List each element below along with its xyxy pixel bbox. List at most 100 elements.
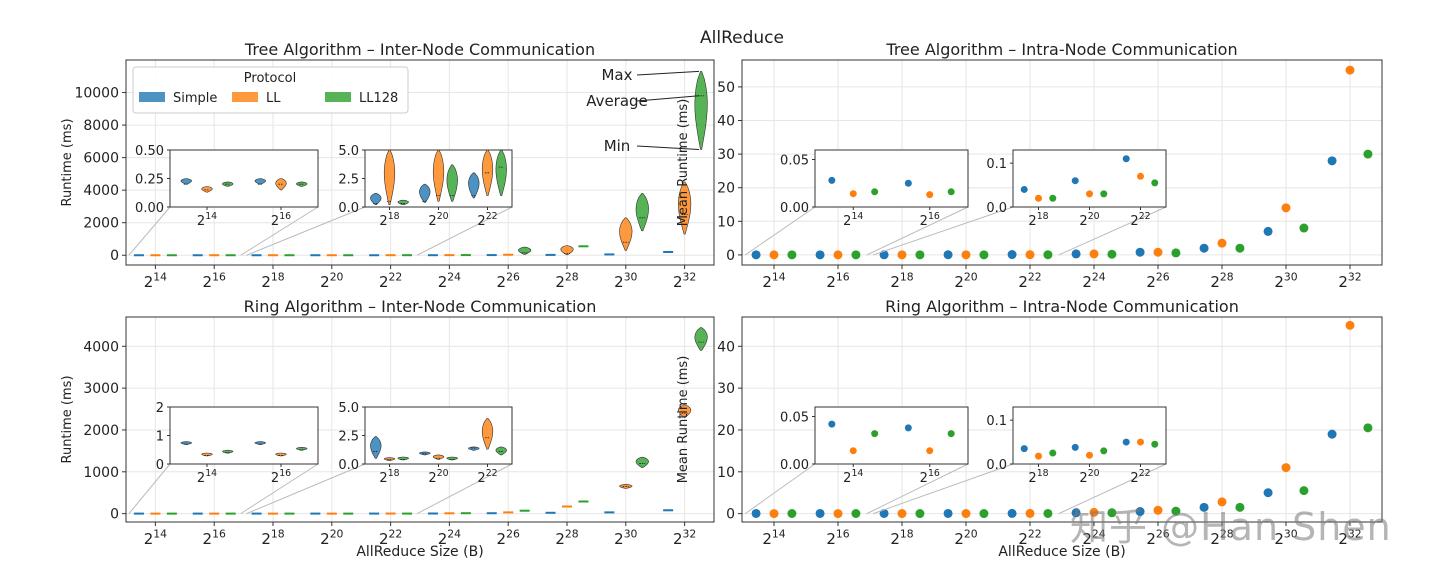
point-Simple	[879, 250, 889, 260]
inset-connector	[873, 206, 1014, 256]
x-tick-label: 222	[1018, 527, 1041, 548]
inset-violin-LL128	[495, 149, 507, 196]
inset-violin-LL	[481, 418, 494, 450]
point-Simple	[1327, 429, 1337, 439]
point-Simple	[1263, 488, 1273, 498]
x-tick-label: 220	[320, 527, 343, 548]
violin-LL128	[694, 71, 708, 150]
tick-exponent: 32	[1348, 270, 1362, 283]
inset-point-LL	[1086, 451, 1093, 459]
tick-exponent: 22	[388, 270, 402, 283]
tick-exponent: 14	[851, 211, 863, 222]
y-tick-label: 30	[717, 147, 735, 163]
inset-violin-Simple	[254, 178, 266, 185]
inset-y-tick-label: 0.1	[986, 414, 1007, 429]
inset-connector	[246, 463, 366, 515]
x-tick-label: 224	[438, 527, 461, 548]
tick-exponent: 30	[1284, 270, 1298, 283]
x-tick-label: 214	[144, 270, 167, 291]
x-tick-label: 214	[762, 270, 785, 291]
x-tick-label: 224	[1082, 270, 1105, 291]
point-LL	[1089, 507, 1099, 517]
tick-base: 2	[1210, 273, 1220, 291]
y-tick-label: 10	[717, 214, 735, 230]
point-LL	[961, 250, 971, 260]
x-tick-label: 230	[1274, 270, 1297, 291]
violin-LL128	[518, 246, 532, 255]
violin-LL128	[635, 193, 649, 232]
inset-y-tick-label: 0.0	[986, 458, 1007, 473]
legend-swatch-LL128	[325, 92, 351, 102]
point-Simple	[1263, 226, 1273, 236]
point-LL	[897, 250, 907, 260]
inset-violin-LL	[201, 452, 213, 457]
point-Simple	[815, 508, 825, 518]
inset-point-Simple	[828, 420, 836, 428]
inset-x-tick-label: 214	[843, 211, 863, 229]
x-tick-label: 232	[673, 270, 696, 291]
tick-exponent: 20	[437, 468, 449, 479]
inset-x-tick-label: 218	[1028, 468, 1048, 486]
point-LL128	[787, 250, 797, 260]
y-axis-label: Mean Runtime (ms)	[676, 356, 691, 484]
tick-exponent: 32	[1348, 527, 1362, 540]
x-tick-label: 214	[762, 527, 785, 548]
tick-exponent: 20	[330, 270, 344, 283]
inset-y-tick-label: 0.0	[986, 201, 1007, 216]
inset-y-tick-label: 0.1	[986, 157, 1007, 172]
tick-exponent: 18	[388, 468, 400, 479]
inset-violin-LL128	[296, 446, 308, 451]
tick-exponent: 14	[851, 468, 863, 479]
inset-connector	[240, 463, 319, 515]
point-Simple	[1135, 247, 1145, 257]
tick-base: 2	[271, 214, 279, 229]
inset-x-tick-label: 220	[428, 211, 448, 229]
point-LL128	[1235, 502, 1245, 512]
legend-label-LL: LL	[266, 91, 281, 106]
tick-base: 2	[1130, 214, 1138, 229]
point-LL128	[979, 509, 989, 519]
y-tick-label: 2000	[83, 423, 119, 439]
x-tick-label: 230	[1274, 527, 1297, 548]
inset-point-LL128	[1151, 179, 1159, 187]
x-tick-label: 216	[826, 270, 849, 291]
tick-exponent: 14	[153, 270, 167, 283]
violin-LL128	[694, 327, 708, 351]
tick-base: 2	[1146, 530, 1156, 548]
annotation-arrow	[636, 70, 700, 76]
tick-exponent: 28	[565, 527, 579, 540]
tick-base: 2	[1146, 273, 1156, 291]
y-tick-label: 20	[717, 423, 735, 439]
inset-y-tick-label: 0	[156, 458, 164, 473]
inset-point-LL	[1137, 438, 1144, 446]
point-LL128	[979, 250, 989, 260]
tick-base: 2	[890, 530, 900, 548]
tick-exponent: 16	[279, 211, 291, 222]
tick-base: 2	[203, 273, 213, 291]
tick-base: 2	[1018, 273, 1028, 291]
point-Simple	[1071, 508, 1081, 518]
point-LL	[769, 250, 779, 260]
tick-exponent: 18	[388, 211, 400, 222]
tick-exponent: 18	[1037, 211, 1049, 222]
x-tick-label: 232	[1338, 527, 1361, 548]
violin-LL	[619, 217, 633, 251]
tick-base: 2	[438, 530, 448, 548]
y-tick-label: 3000	[83, 381, 119, 397]
tick-exponent: 26	[1156, 527, 1170, 540]
y-tick-label: 0	[110, 248, 119, 264]
inset-point-Simple	[904, 179, 912, 187]
x-tick-label: 226	[497, 527, 520, 548]
inset-violin-LL	[432, 454, 445, 460]
tick-base: 2	[320, 530, 330, 548]
y-tick-label: 10	[717, 465, 735, 481]
tick-exponent: 22	[486, 468, 498, 479]
panel-title: Ring Algorithm – Intra-Node Communicatio…	[885, 297, 1239, 316]
inset-violin-Simple	[254, 441, 266, 445]
tick-base: 2	[920, 214, 928, 229]
x-tick-label: 228	[555, 270, 578, 291]
y-tick-label: 20	[717, 181, 735, 197]
